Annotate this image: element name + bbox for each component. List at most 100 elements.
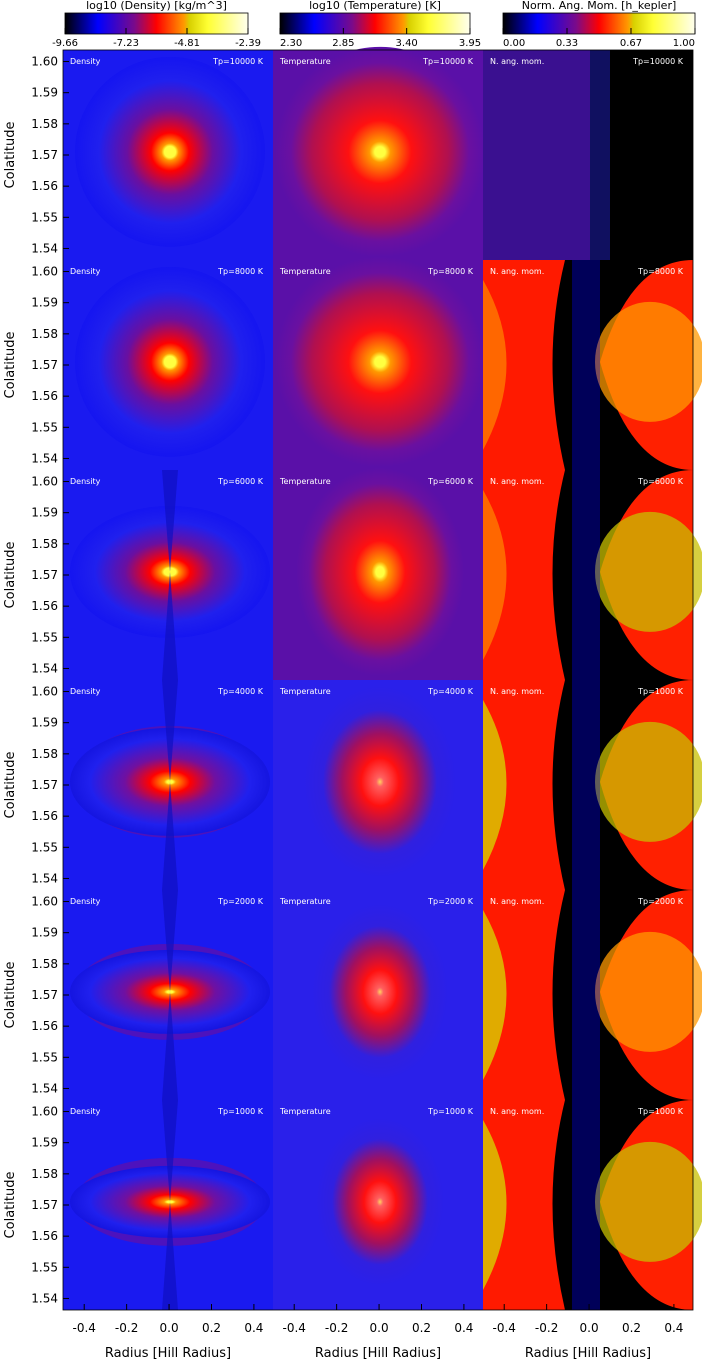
y-tick-label: 1.60 [31, 475, 58, 489]
panel-label: Density [70, 477, 101, 486]
y-tick-label: 1.60 [31, 55, 58, 69]
panel-label: Density [70, 1107, 101, 1116]
y-tick-label: 1.58 [31, 957, 58, 971]
y-axis-label: Colatitude [3, 752, 18, 819]
y-tick-label: 1.54 [31, 451, 58, 465]
heatmap-panel [63, 50, 273, 260]
panel-tp-label: Tp=6000 K [217, 477, 264, 486]
y-tick-label: 1.59 [31, 506, 58, 520]
y-tick-label: 1.54 [31, 661, 58, 675]
colorbar-title: log10 (Temperature) [K] [309, 0, 441, 12]
y-tick-label: 1.58 [31, 1167, 58, 1181]
panel-tp-label: Tp=1000 K [427, 1107, 474, 1116]
panel-label: N. ang. mom. [490, 267, 544, 276]
panel-tp-label: Tp=1000 K [637, 1107, 684, 1116]
x-tick-label: -0.2 [535, 1321, 558, 1335]
y-tick-label: 1.57 [31, 988, 58, 1002]
colorbar-tick-label: -4.81 [174, 38, 200, 49]
y-tick-label: 1.59 [31, 86, 58, 100]
panel-label: N. ang. mom. [490, 57, 544, 66]
panel-label: Density [70, 897, 101, 906]
panel-tp-label: Tp=4000 K [427, 687, 474, 696]
panel-label: Temperature [279, 687, 331, 696]
y-tick-label: 1.56 [31, 1019, 58, 1033]
y-tick-label: 1.57 [31, 568, 58, 582]
y-tick-label: 1.55 [31, 1050, 58, 1064]
colorbar-tick-label: -7.23 [113, 38, 139, 49]
y-tick-label: 1.54 [31, 871, 58, 885]
y-tick-label: 1.55 [31, 1260, 58, 1274]
heatmap-panel [483, 680, 702, 890]
panel-tp-label: Tp=2000 K [427, 897, 474, 906]
heatmap-panel [63, 680, 273, 890]
y-tick-label: 1.55 [31, 420, 58, 434]
x-tick-label: -0.4 [73, 1321, 96, 1335]
panel-label: Density [70, 267, 101, 276]
y-tick-label: 1.59 [31, 716, 58, 730]
y-tick-label: 1.58 [31, 327, 58, 341]
x-tick-label: 0.4 [244, 1321, 263, 1335]
colorbar-tick-label: 2.85 [332, 38, 354, 49]
panel-tp-label: Tp=2000 K [637, 897, 684, 906]
x-tick-label: 0.2 [412, 1321, 431, 1335]
panel-tp-label: Tp=10000 K [632, 57, 684, 66]
colorbar-tick-label: 1.00 [673, 38, 695, 49]
colorbar-tick-label: 0.33 [556, 38, 578, 49]
y-tick-label: 1.54 [31, 1081, 58, 1095]
x-tick-label: 0.4 [454, 1321, 473, 1335]
heatmap-panel [273, 890, 483, 1100]
colorbar-tick-label: 3.40 [396, 38, 418, 49]
y-tick-label: 1.59 [31, 296, 58, 310]
panel-label: N. ang. mom. [490, 687, 544, 696]
panel-label: Temperature [279, 1107, 331, 1116]
y-tick-label: 1.60 [31, 685, 58, 699]
panel-tp-label: Tp=1000 K [217, 1107, 264, 1116]
y-tick-label: 1.55 [31, 630, 58, 644]
colorbar-tick-label: -2.39 [235, 38, 261, 49]
y-tick-label: 1.57 [31, 148, 58, 162]
colorbar-title: log10 (Density) [kg/m^3] [86, 0, 227, 12]
y-tick-label: 1.60 [31, 265, 58, 279]
x-tick-label: 0.0 [370, 1321, 389, 1335]
heatmap-panel [483, 890, 702, 1100]
heatmap-panel [63, 470, 273, 680]
panel-tp-label: Tp=1000 K [637, 687, 684, 696]
x-axis-label: Radius [Hill Radius] [105, 1346, 231, 1361]
y-tick-label: 1.60 [31, 1105, 58, 1119]
colorbar [64, 12, 249, 35]
panel-label: Temperature [279, 267, 331, 276]
panel-tp-label: Tp=8000 K [637, 267, 684, 276]
y-tick-label: 1.54 [31, 1291, 58, 1305]
heatmap-panel [63, 890, 273, 1100]
panel-tp-label: Tp=4000 K [217, 687, 264, 696]
colorbar-tick-label: -9.66 [52, 38, 78, 49]
x-tick-label: 0.0 [580, 1321, 599, 1335]
y-tick-label: 1.56 [31, 599, 58, 613]
heatmap-panel [273, 680, 483, 890]
x-tick-label: 0.0 [160, 1321, 179, 1335]
y-tick-label: 1.55 [31, 840, 58, 854]
heatmap-panel [273, 467, 483, 680]
heatmap-panel [273, 256, 485, 470]
colorbar-tick-label: 2.30 [280, 38, 302, 49]
y-tick-label: 1.57 [31, 358, 58, 372]
panel-label: N. ang. mom. [490, 897, 544, 906]
x-tick-label: 0.2 [202, 1321, 221, 1335]
panel-label: N. ang. mom. [490, 477, 544, 486]
colorbar [502, 12, 696, 35]
y-axis-label: Colatitude [3, 542, 18, 609]
panel-tp-label: Tp=10000 K [212, 57, 264, 66]
heatmap-panel [483, 50, 693, 260]
heatmap-panel [483, 470, 702, 680]
colorbar [279, 12, 471, 35]
x-tick-label: 0.4 [664, 1321, 683, 1335]
y-tick-label: 1.60 [31, 895, 58, 909]
y-tick-label: 1.58 [31, 747, 58, 761]
colorbar-tick-label: 0.00 [503, 38, 525, 49]
heatmap-panel [483, 1100, 702, 1310]
y-axis-label: Colatitude [3, 122, 18, 189]
panel-label: Density [70, 687, 101, 696]
heatmap-panel [273, 46, 485, 260]
x-axis-label: Radius [Hill Radius] [315, 1346, 441, 1361]
